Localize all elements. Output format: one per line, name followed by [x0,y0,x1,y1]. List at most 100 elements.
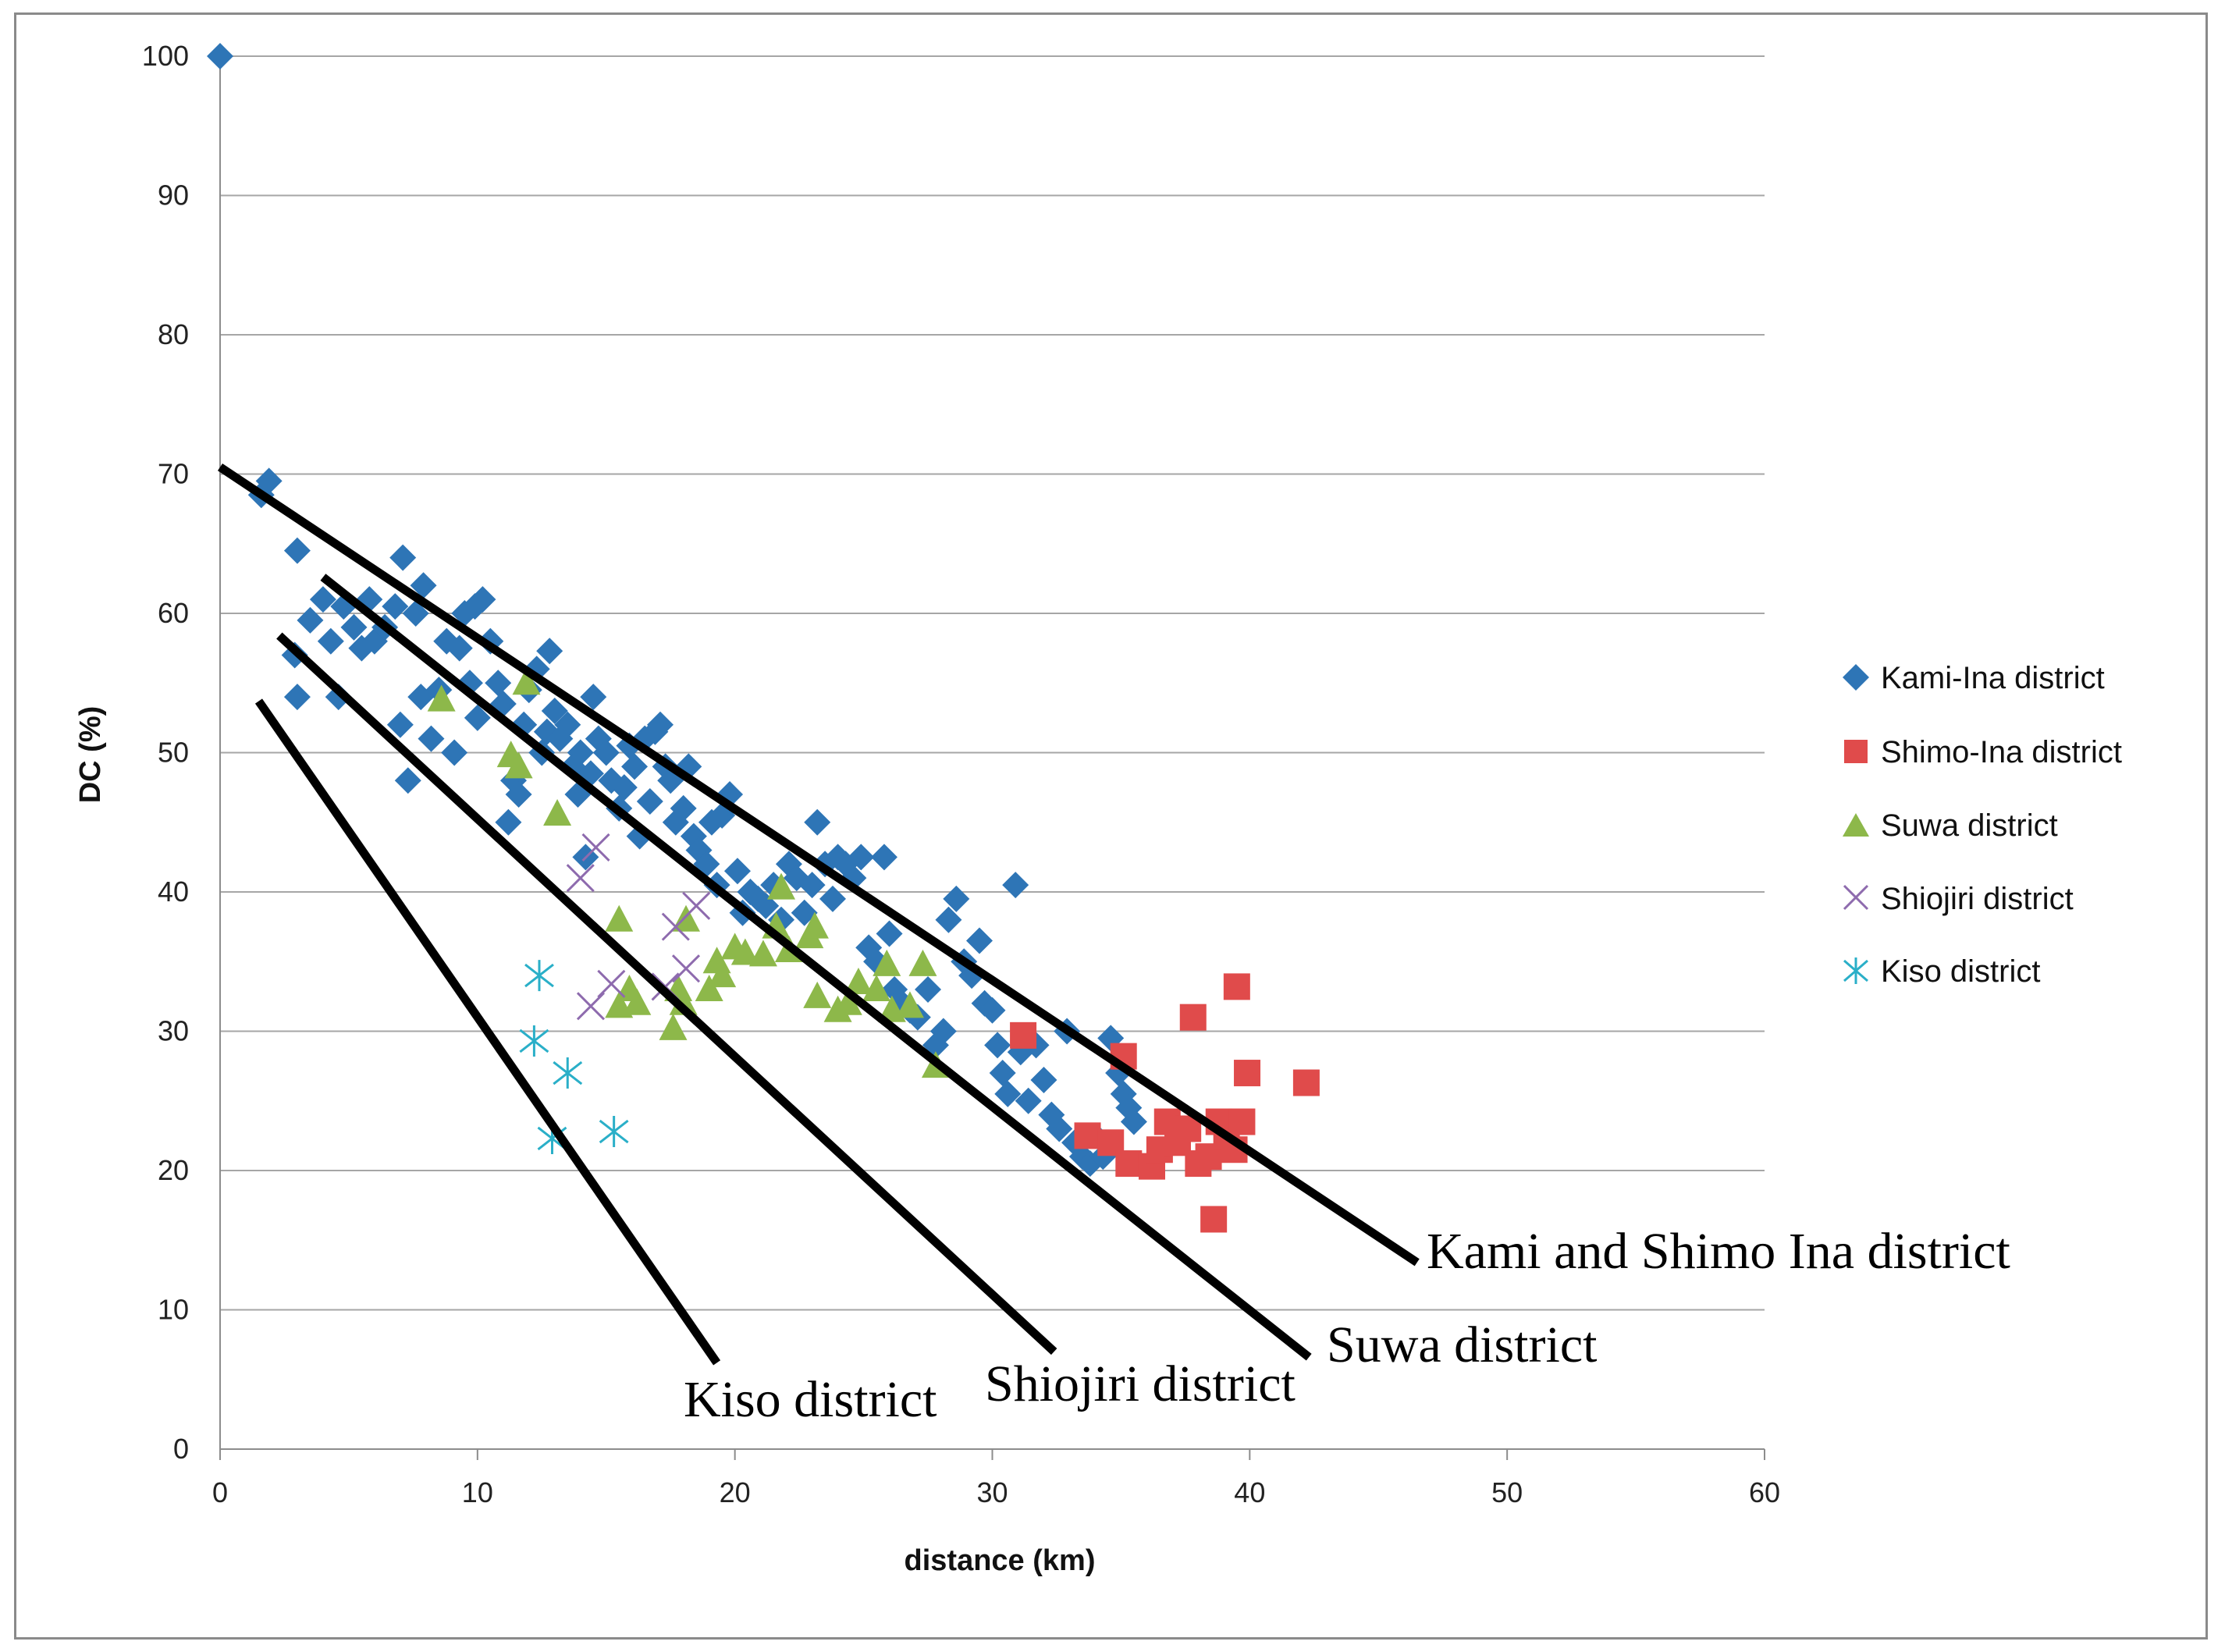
trend-line-kami-shimo-ina [217,463,1420,1267]
y-tick-label-40: 40 [158,876,189,908]
kami-ina-district-point-17 [389,544,417,571]
y-tick-label-100: 100 [142,40,189,72]
legend-item-shimo-ina: Shimo-Ina district [1844,735,2122,769]
gridlines [220,55,1765,1311]
kami-ina-district-point-45 [541,697,568,724]
annotation-kami-shimo-ina: Kami and Shimo Ina district [1427,1223,2010,1280]
kami-ina-district-point-78 [723,858,751,885]
shimo-ina-district-point-13 [1200,1206,1228,1233]
kami-ina-district-point-107 [935,906,962,933]
y-tick-label-0: 0 [173,1433,189,1465]
figure-frame [14,12,2208,1640]
kiso-district-point-1 [519,1025,549,1057]
legend-label-kiso: Kiso district [1881,954,2041,989]
x-tick-label-20: 20 [720,1476,751,1508]
kami-ina-district-point-26 [441,739,468,766]
legend-label-shimo-ina: Shimo-Ina district [1881,735,2122,769]
kami-ina-district-point-16 [382,593,409,620]
shiojiri-district-point-0 [566,864,595,893]
suwa-district-point-23 [800,911,829,939]
y-axis-title: DC (%) [74,706,107,804]
legend-marker-suwa [1843,813,1869,837]
legend-item-suwa: Suwa district [1843,808,2058,843]
shiojiri-district-point-3 [597,969,626,998]
kami-ina-district-point-18 [386,711,414,738]
suwa-district-point-3 [512,668,541,695]
kami-ina-district-point-44 [536,638,563,665]
legend-item-shiojiri: Shiojiri district [1843,882,2074,916]
x-axis-title: distance (km) [905,1544,1096,1577]
y-tick-label-70: 70 [158,458,189,490]
kami-ina-district-point-11 [340,613,368,641]
kami-ina-district-point-123 [1046,1115,1073,1142]
kami-ina-district-point-27 [446,634,473,662]
kami-ina-district-point-55 [592,739,620,766]
kami-ina-district-point-58 [610,774,638,801]
shimo-ina-district-point-20 [1292,1069,1320,1096]
shimo-ina-district-point-4 [1115,1150,1143,1178]
kami-ina-district-point-91 [819,885,847,912]
kami-ina-district-point-22 [410,572,437,599]
kami-ina-district-point-119 [1015,1087,1042,1114]
annotation-suwa: Suwa district [1327,1316,1597,1373]
suwa-district-point-24 [803,981,832,1008]
kami-ina-district-point-117 [1002,872,1029,899]
kami-ina-district-point-65 [647,711,674,738]
y-tick-label-60: 60 [158,597,189,629]
kami-ina-district-point-34 [485,670,512,697]
kami-ina-district-point-69 [670,794,697,822]
kiso-district-point-0 [524,960,554,992]
kami-ina-district-point-38 [505,781,532,808]
x-tick-label-30: 30 [976,1476,1008,1508]
kami-ina-district-point-115 [989,1060,1016,1087]
suwa-district-point-18 [748,940,777,967]
x-tick-label-0: 0 [212,1476,228,1508]
kami-ina-district-point-114 [984,1032,1011,1059]
y-tick-label-30: 30 [158,1015,189,1047]
kami-ina-district-point-106 [929,1018,957,1045]
kami-ina-district-point-2 [255,467,283,495]
x-tick-label-40: 40 [1234,1476,1265,1508]
y-tick-label-10: 10 [158,1294,189,1326]
shiojiri-district-point-1 [581,833,610,862]
y-tick-label-90: 90 [158,179,189,211]
kami-ina-district-point-108 [943,885,970,912]
kami-ina-district-point-20 [402,600,429,627]
legend-label-kami-ina: Kami-Ina district [1881,661,2105,695]
kami-ina-district-point-36 [495,808,522,836]
kami-ina-district-point-19 [394,767,421,794]
data-points [207,43,1320,1233]
legend-marker-kiso [1843,957,1868,984]
legend-item-kami-ina: Kami-Ina district [1843,661,2105,695]
kami-ina-district-point-31 [464,704,491,731]
kami-ina-district-point-50 [567,739,594,766]
suwa-district-point-5 [605,904,634,932]
trend-line-suwa [320,574,1312,1361]
kami-ina-district-point-77 [716,781,744,808]
suwa-district-point-9 [659,1013,688,1040]
y-tick-label-20: 20 [158,1154,189,1186]
suwa-district-point-29 [873,949,901,976]
shimo-ina-district-point-19 [1234,1060,1261,1087]
annotation-kiso: Kiso district [684,1371,937,1428]
kami-ina-district-point-89 [804,808,831,836]
kami-ina-district-point-111 [966,927,993,954]
kami-ina-district-point-134 [1120,1108,1147,1135]
y-tick-label-50: 50 [158,737,189,769]
suwa-district-point-8 [623,988,652,1015]
x-tick-label-10: 10 [462,1476,493,1508]
legend-label-shiojiri: Shiojiri district [1881,882,2074,916]
suwa-district-point-15 [708,961,737,988]
kami-ina-district-point-5 [283,684,311,711]
trend-line-shiojiri [276,632,1057,1355]
trend-lines [217,463,1420,1366]
legend-label-suwa: Suwa district [1881,808,2058,843]
kami-ina-district-point-88 [798,872,826,899]
legend-marker-kami-ina [1843,664,1869,691]
trend-annotations: Kami and Shimo Ina district Suwa distric… [684,1223,2010,1428]
legend-marker-shiojiri [1843,884,1869,911]
annotation-shiojiri: Shiojiri district [985,1355,1296,1412]
shimo-ina-district-point-18 [1228,1108,1256,1135]
kami-ina-district-point-3 [283,537,311,564]
shimo-ina-district-point-10 [1179,1004,1207,1031]
